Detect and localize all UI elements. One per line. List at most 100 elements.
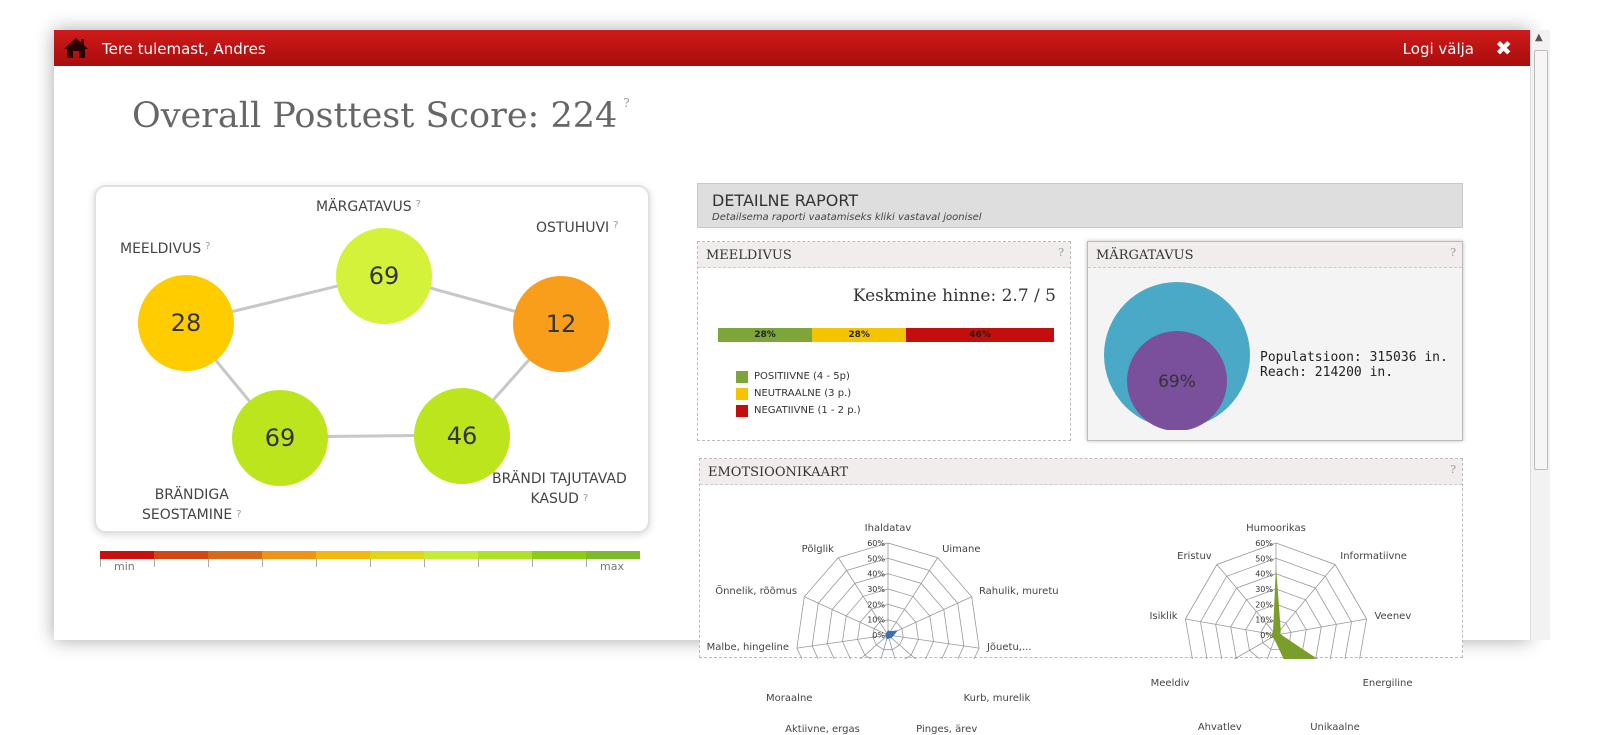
logout-link[interactable]: Logi välja <box>1402 40 1474 58</box>
reach-line: Reach: 214200 in. <box>1260 365 1394 380</box>
vertical-scrollbar[interactable]: ▲ <box>1530 30 1550 640</box>
margatavus-card-header: MÄRGATAVUS ? <box>1088 242 1462 268</box>
legend-label: NEGATIIVNE (1 - 2 p.) <box>754 405 861 416</box>
home-icon[interactable] <box>62 36 90 60</box>
overall-score-title: Overall Posttest Score: 224? <box>132 96 630 136</box>
label-kasud-line1: BRÄNDI TAJUTAVAD <box>492 471 627 487</box>
scale-tick <box>586 559 587 567</box>
scale-segment <box>208 551 262 559</box>
radar-tick-label: 50% <box>1255 554 1273 563</box>
legend-swatch <box>736 404 748 417</box>
scale-tick <box>316 559 317 567</box>
bar-segment-negative: 46% <box>906 328 1054 342</box>
radar-axis-label: Informatiivne <box>1340 551 1407 563</box>
welcome-text: Tere tulemast, Andres <box>102 40 266 58</box>
bar-segment-positive: 28% <box>718 328 813 342</box>
help-icon[interactable]: ? <box>236 509 242 520</box>
radar-axis-label: Õnnelik, rõõmus <box>715 586 798 598</box>
scale-tick <box>424 559 425 567</box>
attribute-radar-chart[interactable]: 60% 50% 40% 30% 20% 10% 0% Humoorikas Informatii… <box>1080 485 1460 733</box>
scale-segment <box>316 551 370 559</box>
radar-axis-label: Meeldiv <box>1150 678 1190 689</box>
radar-spoke <box>887 634 980 649</box>
score-circle-ostuhuvi[interactable]: 12 <box>513 276 609 372</box>
radar-spoke <box>837 557 889 636</box>
radar-axis-label: Aktiivne, ergas <box>785 723 860 735</box>
detail-report-subtitle: Detailsema raporti vaatamiseks kliki vas… <box>712 212 982 223</box>
help-icon[interactable]: ? <box>582 493 589 504</box>
help-icon[interactable]: ? <box>205 241 211 252</box>
scale-segment <box>154 551 208 559</box>
radar-axis-label: Humoorikas <box>1246 523 1306 534</box>
radar-spoke <box>804 596 889 636</box>
radar-tick-label: 10% <box>1255 616 1273 625</box>
scroll-up-icon[interactable]: ▲ <box>1535 32 1543 43</box>
help-icon[interactable]: ? <box>623 96 630 110</box>
help-icon[interactable]: ? <box>613 220 619 231</box>
label-kasud-line2: KASUD <box>530 491 579 507</box>
label-margatavus: MÄRGATAVUS? <box>316 199 421 215</box>
scale-tick <box>478 559 479 567</box>
help-icon[interactable]: ? <box>415 199 421 210</box>
radar-spoke <box>1185 618 1277 636</box>
scale-segment <box>100 551 154 559</box>
scale-segment <box>370 551 424 559</box>
radar-spoke <box>1275 564 1336 636</box>
scale-min-label: min <box>114 560 135 573</box>
radar-axis-label: Unikaalne <box>1310 721 1360 733</box>
radar-axis-label: Malbe, hingeline <box>706 642 790 654</box>
top-bar: Tere tulemast, Andres Logi välja ✖ <box>54 30 1530 66</box>
sentiment-legend: POSITIIVNE (4 - 5p) NEUTRAALNE (3 p.) NE… <box>736 368 861 419</box>
radar-axis-label: Ahvatlev <box>1197 721 1242 733</box>
overall-score-text: Overall Posttest Score: 224 <box>132 96 618 136</box>
scroll-thumb[interactable] <box>1534 50 1548 470</box>
help-icon[interactable]: ? <box>1450 246 1456 259</box>
scale-tick <box>154 559 155 567</box>
margatavus-card-title: MÄRGATAVUS <box>1096 248 1194 263</box>
emotsioonikaart-card-title: EMOTSIOONIKAART <box>708 465 849 480</box>
radar-axis-label: Eristuv <box>1177 551 1212 563</box>
radar-tick-label: 60% <box>867 539 885 548</box>
score-circle-margatavus[interactable]: 69 <box>336 228 432 324</box>
emotsioonikaart-card[interactable]: EMOTSIOONIKAART ? 60% 50% 40% 30% 20% 10% 0% Ih… <box>699 458 1463 735</box>
scale-tick <box>370 559 371 567</box>
scale-segment <box>532 551 586 559</box>
scale-segment <box>478 551 532 559</box>
help-icon[interactable]: ? <box>1058 246 1064 259</box>
legend-item: POSITIIVNE (4 - 5p) <box>736 368 861 385</box>
radar-axis-label: Pinges, ärev <box>916 723 978 735</box>
radar-tick-label: 20% <box>867 600 885 609</box>
legend-label: POSITIIVNE (4 - 5p) <box>754 371 850 382</box>
radar-spoke <box>887 557 939 636</box>
legend-label: NEUTRAALNE (3 p.) <box>754 388 852 399</box>
label-brandi-tajutavad-kasud: BRÄNDI TAJUTAVAD KASUD? <box>492 469 627 509</box>
score-circle-meeldivus[interactable]: 28 <box>138 275 234 371</box>
score-network-panel[interactable]: MÄRGATAVUS? MEELDIVUS? OSTUHUVI? BRÄNDIG… <box>94 185 650 533</box>
radar-svg: 60% 50% 40% 30% 20% 10% 0% <box>1184 539 1368 722</box>
radar-axis-label: Moraalne <box>766 693 813 705</box>
score-circle-brandiga-seostamine[interactable]: 69 <box>232 390 328 486</box>
radar-axis-label: Jõuetu,... <box>986 642 1032 654</box>
emotsioonikaart-card-header: EMOTSIOONIKAART ? <box>700 459 1462 485</box>
score-circle-brandi-kasud[interactable]: 46 <box>414 388 510 484</box>
reach-circles[interactable]: 69% <box>1102 278 1252 430</box>
scale-segment <box>586 551 640 559</box>
radar-tick-label: 40% <box>1255 570 1273 579</box>
meeldivus-card[interactable]: MEELDIVUS ? Keskmine hinne: 2.7 / 5 28% … <box>697 241 1071 441</box>
sentiment-stacked-bar[interactable]: 28% 28% 46% <box>718 328 1054 342</box>
radar-axis-label: Põlglik <box>801 543 834 555</box>
label-meeldivus: MEELDIVUS? <box>120 241 211 257</box>
radar-axis-label: Isiklik <box>1149 610 1178 622</box>
radar-axis-label: Rahulik, muretu <box>978 586 1059 598</box>
radar-tick-label: 60% <box>1255 539 1273 548</box>
radar-tick-label: 0% <box>1260 631 1273 640</box>
radar-svg: 60% 50% 40% 30% 20% 10% 0% <box>796 539 980 724</box>
close-icon[interactable]: ✖ <box>1495 36 1512 60</box>
radar-tick-label: 40% <box>867 570 885 579</box>
radar-axis-label: Kurb, murelik <box>963 693 1031 705</box>
emotion-radar-chart[interactable]: 60% 50% 40% 30% 20% 10% 0% Ihaldatav Uimane Rahul… <box>700 485 1080 735</box>
reach-percent: 69% <box>1158 372 1196 392</box>
radar-axis-label: Uimane <box>942 543 981 555</box>
margatavus-card[interactable]: MÄRGATAVUS ? 69% Populatsioon: 315036 in… <box>1087 241 1463 441</box>
help-icon[interactable]: ? <box>1450 463 1456 476</box>
